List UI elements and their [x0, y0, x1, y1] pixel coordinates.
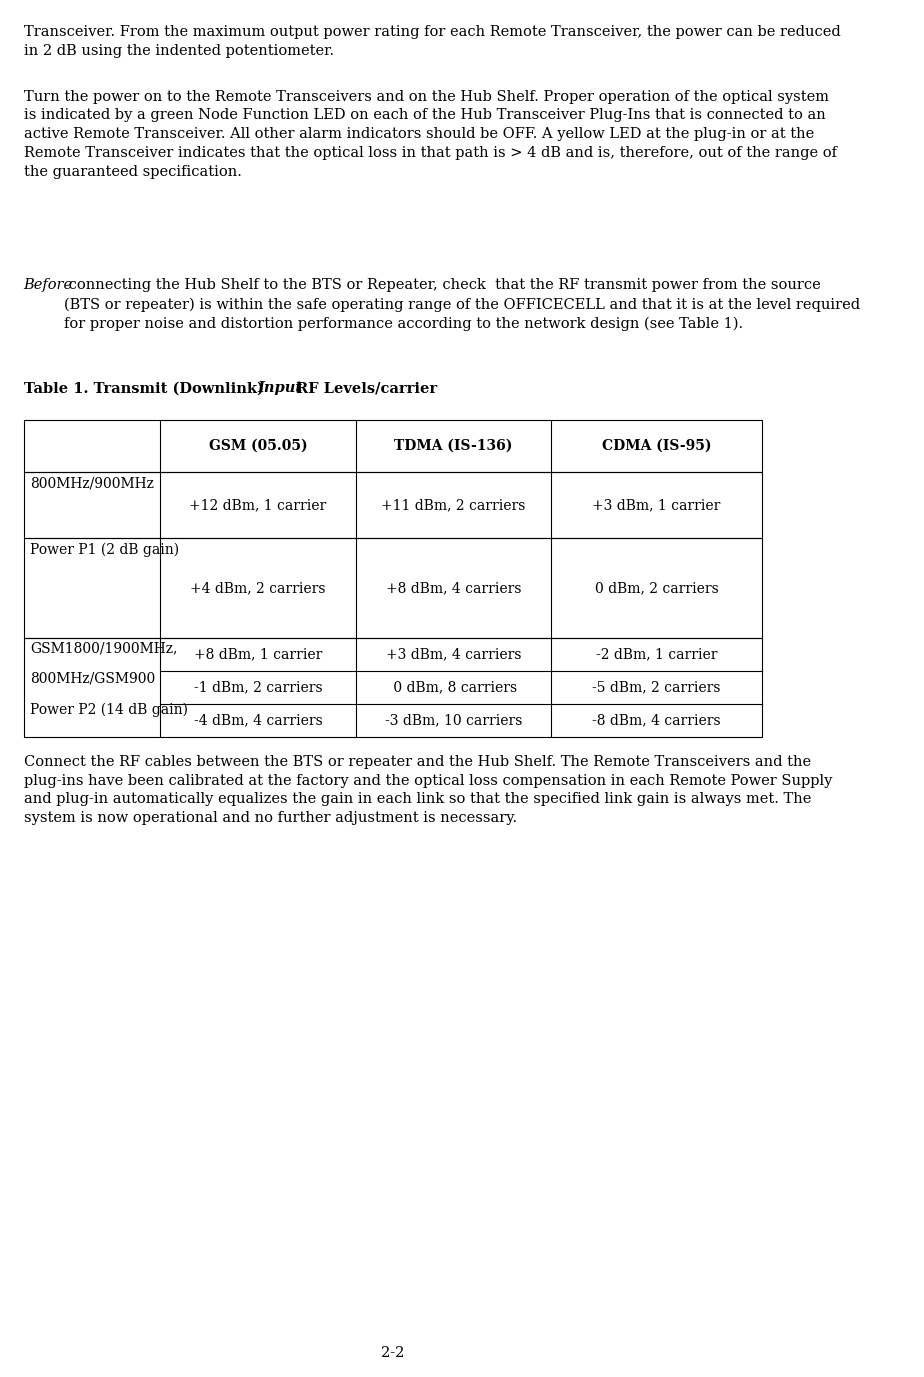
Text: +3 dBm, 1 carrier: +3 dBm, 1 carrier	[592, 498, 721, 512]
Text: -4 dBm, 4 carriers: -4 dBm, 4 carriers	[193, 713, 322, 727]
Text: 2-2: 2-2	[381, 1347, 405, 1360]
Text: -3 dBm, 10 carriers: -3 dBm, 10 carriers	[384, 713, 522, 727]
Text: connecting the Hub Shelf to the BTS or Repeater, check  that the RF transmit pow: connecting the Hub Shelf to the BTS or R…	[65, 278, 860, 332]
Text: Power P1 (2 dB gain): Power P1 (2 dB gain)	[30, 543, 179, 556]
Text: +8 dBm, 4 carriers: +8 dBm, 4 carriers	[386, 581, 521, 595]
Text: +4 dBm, 2 carriers: +4 dBm, 2 carriers	[190, 581, 325, 595]
Text: Input: Input	[258, 381, 303, 395]
Text: RF Levels/carrier: RF Levels/carrier	[290, 381, 437, 395]
Text: TDMA (IS-136): TDMA (IS-136)	[395, 439, 513, 453]
Text: Connect the RF cables between the BTS or repeater and the Hub Shelf. The Remote : Connect the RF cables between the BTS or…	[23, 755, 832, 825]
Text: +12 dBm, 1 carrier: +12 dBm, 1 carrier	[189, 498, 326, 512]
Text: Table 1. Transmit (Downlink): Table 1. Transmit (Downlink)	[23, 381, 269, 395]
Text: Transceiver. From the maximum output power rating for each Remote Transceiver, t: Transceiver. From the maximum output pow…	[23, 25, 840, 58]
Text: +8 dBm, 1 carrier: +8 dBm, 1 carrier	[194, 647, 322, 661]
Text: Before: Before	[23, 278, 73, 292]
Text: +11 dBm, 2 carriers: +11 dBm, 2 carriers	[382, 498, 526, 512]
Text: GSM (05.05): GSM (05.05)	[209, 439, 307, 453]
Text: 0 dBm, 2 carriers: 0 dBm, 2 carriers	[595, 581, 718, 595]
Text: CDMA (IS-95): CDMA (IS-95)	[602, 439, 711, 453]
Text: GSM1800/1900MHz,: GSM1800/1900MHz,	[30, 642, 177, 655]
Text: 0 dBm, 8 carriers: 0 dBm, 8 carriers	[389, 680, 517, 694]
Text: 800MHz/900MHz: 800MHz/900MHz	[30, 476, 153, 490]
Text: -2 dBm, 1 carrier: -2 dBm, 1 carrier	[596, 647, 717, 661]
Text: -1 dBm, 2 carriers: -1 dBm, 2 carriers	[194, 680, 322, 694]
Text: Turn the power on to the Remote Transceivers and on the Hub Shelf. Proper operat: Turn the power on to the Remote Transcei…	[23, 90, 836, 179]
Text: +3 dBm, 4 carriers: +3 dBm, 4 carriers	[386, 647, 521, 661]
Text: -8 dBm, 4 carriers: -8 dBm, 4 carriers	[592, 713, 721, 727]
Text: -5 dBm, 2 carriers: -5 dBm, 2 carriers	[592, 680, 721, 694]
Text: 800MHz/GSM900: 800MHz/GSM900	[30, 672, 155, 686]
Text: Power P2 (14 dB gain): Power P2 (14 dB gain)	[30, 702, 188, 716]
